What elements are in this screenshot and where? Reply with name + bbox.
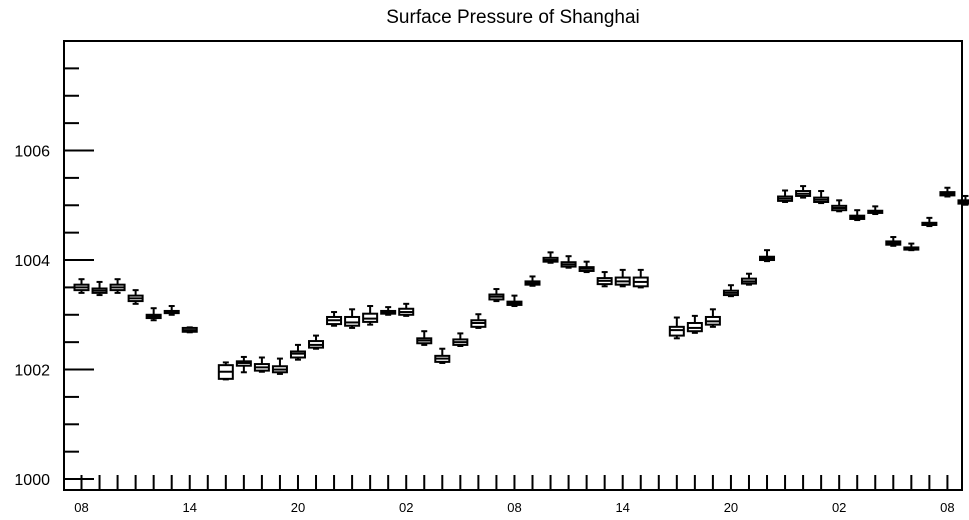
box-plot xyxy=(921,216,938,228)
box-plot xyxy=(831,199,848,213)
box-iqr xyxy=(344,315,361,327)
box-plot xyxy=(795,185,812,199)
box-plot xyxy=(759,249,776,263)
box-plot xyxy=(217,361,234,381)
box-plot xyxy=(578,260,595,274)
box-plot xyxy=(127,289,144,305)
box-plot xyxy=(398,302,415,317)
x-tick-label: 08 xyxy=(507,500,521,515)
box-plot xyxy=(109,278,126,294)
x-tick-label: 14 xyxy=(183,500,197,515)
box-plot xyxy=(235,355,252,374)
box-plot xyxy=(560,255,577,269)
x-tick-label: 08 xyxy=(74,500,88,515)
box-plot xyxy=(632,268,649,289)
box-plot xyxy=(470,313,487,329)
box-plot xyxy=(73,278,90,294)
chart-title: Surface Pressure of Shanghai xyxy=(386,7,640,28)
box-iqr xyxy=(668,325,685,337)
box-plot xyxy=(344,308,361,329)
box-plot xyxy=(362,305,379,326)
y-axis-ticks: 1000 1002 1004 1006 xyxy=(14,40,94,489)
box-plot xyxy=(722,284,739,298)
box-plot xyxy=(434,347,451,364)
box-plot xyxy=(939,186,956,198)
box-plot xyxy=(271,357,288,375)
x-tick-label: 02 xyxy=(832,500,846,515)
box-plot xyxy=(957,194,969,206)
y-tick-label: 1002 xyxy=(14,363,50,380)
box-plot xyxy=(452,332,469,347)
box-plot xyxy=(488,288,505,303)
box-plot xyxy=(163,305,180,316)
box-plot xyxy=(740,272,757,286)
box-plot xyxy=(867,205,884,216)
box-plot xyxy=(91,280,108,297)
box-plot xyxy=(181,326,198,334)
box-plot xyxy=(524,275,541,287)
box-plot xyxy=(777,189,794,203)
box-plot xyxy=(596,271,613,288)
box-plot xyxy=(308,334,325,350)
x-tick-label: 20 xyxy=(291,500,305,515)
y-tick-label: 1006 xyxy=(14,144,50,161)
box-plot xyxy=(542,251,559,264)
x-tick-label: 02 xyxy=(399,500,413,515)
box-plot xyxy=(704,308,721,328)
box-plot xyxy=(380,306,397,316)
box-plot xyxy=(416,330,433,346)
box-plot xyxy=(885,236,902,247)
box-plot xyxy=(903,242,920,252)
x-tick-label: 20 xyxy=(724,500,738,515)
box-plot xyxy=(614,268,631,288)
box-plot xyxy=(253,356,270,373)
x-tick-label: 08 xyxy=(940,500,954,515)
x-tick-label: 14 xyxy=(615,500,629,515)
box-plot xyxy=(506,294,523,308)
x-axis-ticks: 08 14 20 02 08 14 20 02 08 xyxy=(74,475,955,515)
boxplot-series xyxy=(73,185,969,381)
box-plot xyxy=(849,209,866,222)
box-plot xyxy=(668,316,685,340)
box-plot xyxy=(289,343,306,361)
box-plot xyxy=(326,311,343,327)
box-plot xyxy=(686,314,703,334)
y-tick-label: 1004 xyxy=(14,253,50,270)
y-tick-label: 1000 xyxy=(14,472,50,489)
plot-frame xyxy=(63,40,963,491)
box-plot xyxy=(145,307,162,322)
box-plot xyxy=(813,190,830,205)
